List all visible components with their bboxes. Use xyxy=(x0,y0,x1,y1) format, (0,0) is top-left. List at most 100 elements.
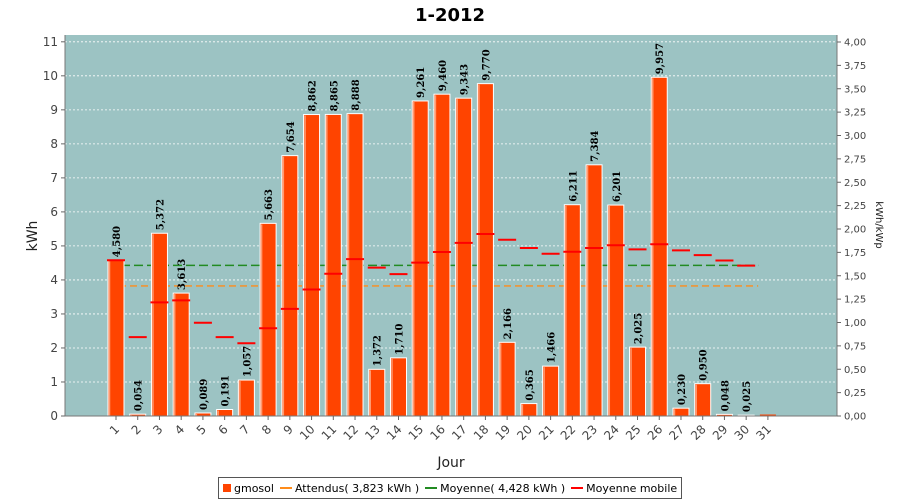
x-tick-label: 6 xyxy=(215,422,230,437)
x-tick-label: 21 xyxy=(536,422,557,443)
y2-tick-label: 3,25 xyxy=(844,108,866,119)
y-tick-label: 8 xyxy=(50,137,58,151)
x-tick-label: 9 xyxy=(281,422,296,437)
y-tick-label: 5 xyxy=(50,239,58,253)
y-axis-ticks: 0 1 2 3 4 5 6 7 8 9 10 11 xyxy=(43,35,65,423)
bar xyxy=(368,368,386,417)
bar xyxy=(563,204,581,417)
x-tick-label: 19 xyxy=(493,422,514,443)
y2-tick-label: 3,50 xyxy=(844,84,866,95)
x-tick-label: 29 xyxy=(710,422,731,443)
bar xyxy=(150,232,168,417)
y-tick-label: 9 xyxy=(50,103,58,117)
bar xyxy=(346,113,364,417)
data-label: 0,191 xyxy=(221,375,232,406)
bar xyxy=(303,114,321,417)
data-label: 1,710 xyxy=(394,323,405,354)
data-label: 7,384 xyxy=(590,130,601,161)
bar xyxy=(107,259,125,417)
x-tick-label: 18 xyxy=(471,422,492,443)
x-tick-label: 28 xyxy=(688,422,709,443)
y-tick-label: 7 xyxy=(50,171,58,185)
x-tick-label: 30 xyxy=(732,422,753,443)
x-tick-label: 25 xyxy=(623,422,644,443)
data-label: 8,862 xyxy=(308,80,319,111)
legend-item-attendus: Attendus( 3,823 kWh ) xyxy=(279,481,420,495)
y2-axis-label: kWh/kWp xyxy=(873,201,884,248)
data-label: 0,048 xyxy=(720,380,731,411)
y-tick-label: 3 xyxy=(50,307,58,321)
y2-tick-label: 2,75 xyxy=(844,154,866,165)
legend-item-moyenne: Moyenne( 4,428 kWh ) xyxy=(425,482,565,495)
legend-label-attendus: Attendus( 3,823 kWh ) xyxy=(294,481,420,495)
y2-tick-label: 0,75 xyxy=(844,341,866,352)
y2-tick-label: 1,00 xyxy=(844,318,866,329)
y-tick-label: 11 xyxy=(43,35,58,49)
x-tick-label: 10 xyxy=(297,422,318,443)
data-label: 8,865 xyxy=(329,80,340,111)
x-tick-label: 2 xyxy=(129,422,144,437)
y2-tick-label: 2,00 xyxy=(844,225,866,236)
y-tick-label: 4 xyxy=(50,273,58,287)
data-label: 1,372 xyxy=(373,335,384,366)
x-tick-label: 1 xyxy=(107,422,122,437)
x-axis-label: Jour xyxy=(436,455,465,471)
moving-average-series xyxy=(107,233,756,345)
legend-label-moyenne: Moyenne( 4,428 kWh ) xyxy=(440,481,566,495)
y2-tick-label: 1,25 xyxy=(844,295,866,306)
x-tick-label: 13 xyxy=(362,422,383,443)
data-label: 9,460 xyxy=(438,60,449,91)
data-label: 3,613 xyxy=(177,259,188,290)
y-axis-label: kWh xyxy=(25,221,41,252)
data-label: 9,261 xyxy=(416,67,427,98)
legend-swatch-gmosol xyxy=(223,484,231,492)
x-tick-label: 31 xyxy=(753,422,774,443)
bar xyxy=(455,97,473,417)
data-label: 2,166 xyxy=(503,308,514,339)
y-tick-label: 6 xyxy=(50,205,58,219)
data-label: 1,466 xyxy=(547,332,558,363)
bar xyxy=(324,113,342,417)
bar xyxy=(585,164,603,417)
x-tick-label: 24 xyxy=(601,422,622,443)
bar xyxy=(672,407,690,417)
data-label: 8,888 xyxy=(351,79,362,110)
data-labels: 4,580 0,054 5,372 3,613 0,089 0,191 1,057 5,663… xyxy=(112,43,753,412)
x-tick-label: 7 xyxy=(237,422,252,437)
bar xyxy=(172,292,190,417)
y2-tick-label: 3,00 xyxy=(844,131,866,142)
bar xyxy=(216,409,234,417)
y2-tick-label: 0,50 xyxy=(844,365,866,376)
legend-item-moyenne-mobile: Moyenne mobile xyxy=(571,482,677,495)
legend-swatch-moyenne xyxy=(425,487,438,489)
data-label: 0,089 xyxy=(199,379,210,410)
reference-lines xyxy=(108,264,759,287)
x-tick-label: 3 xyxy=(150,422,165,437)
bar xyxy=(759,414,776,416)
data-label: 4,580 xyxy=(112,226,123,257)
bar-series xyxy=(107,76,776,417)
data-label: 9,343 xyxy=(460,64,471,95)
y-tick-label: 1 xyxy=(50,375,58,389)
data-label: 9,957 xyxy=(655,43,666,74)
y-tick-label: 2 xyxy=(50,341,58,355)
data-label: 7,654 xyxy=(286,121,297,152)
bar xyxy=(650,76,668,417)
plot-area xyxy=(65,35,837,416)
x-tick-label: 17 xyxy=(449,422,470,443)
x-tick-label: 11 xyxy=(319,422,340,443)
data-label: 0,054 xyxy=(134,380,145,411)
data-label: 5,663 xyxy=(264,189,275,220)
legend-swatch-attendus xyxy=(279,487,292,489)
x-tick-label: 8 xyxy=(259,422,274,437)
data-label: 0,950 xyxy=(699,349,710,380)
x-tick-label: 12 xyxy=(340,422,361,443)
data-label: 1,057 xyxy=(242,346,253,377)
legend-swatch-moyenne-mobile xyxy=(571,487,584,489)
y2-tick-label: 1,50 xyxy=(844,271,866,282)
x-tick-label: 20 xyxy=(514,422,535,443)
data-label: 6,211 xyxy=(568,170,579,201)
chart-title: 1-2012 xyxy=(415,5,485,26)
data-label: 0,230 xyxy=(677,374,688,405)
